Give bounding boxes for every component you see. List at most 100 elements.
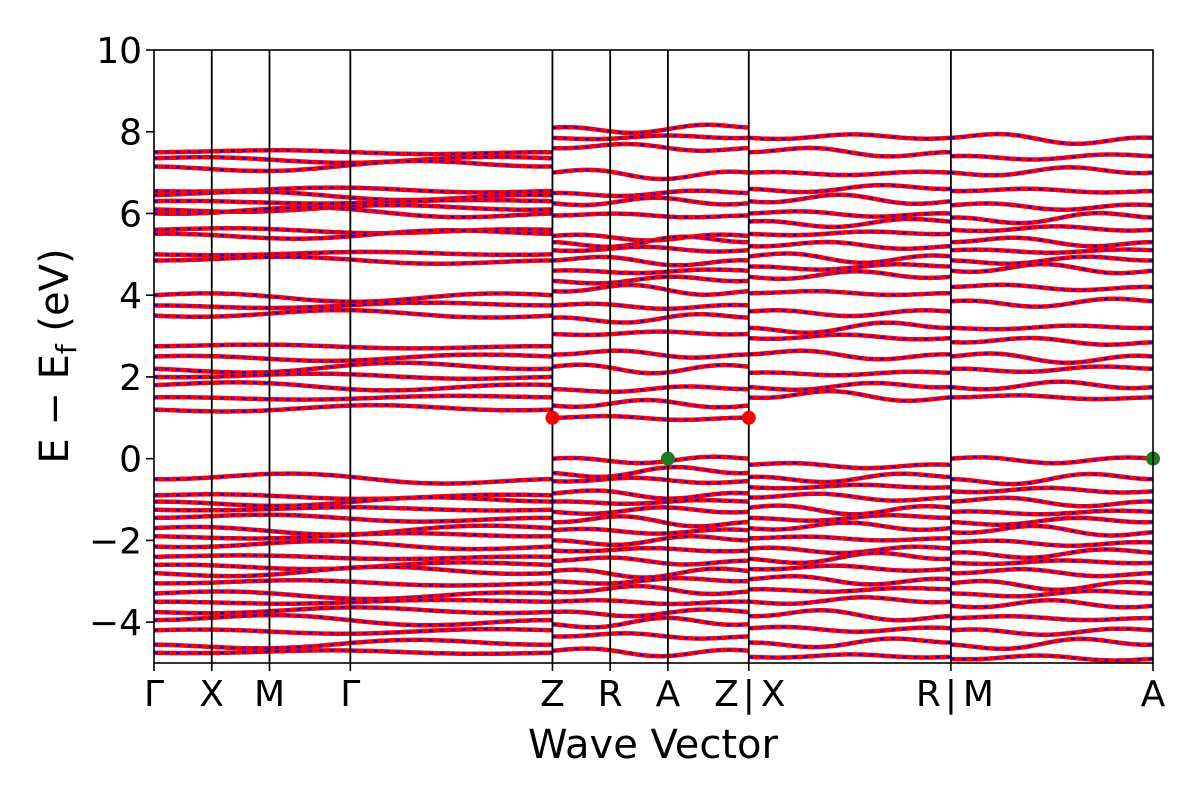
band-line-spin-down (950, 380, 1153, 391)
band-line-spin-down (154, 649, 553, 655)
band-line-spin-down (154, 565, 553, 578)
band-line-spin-down (552, 616, 749, 629)
band-line-spin-down (154, 394, 553, 401)
x-tick-label: Z (540, 674, 565, 715)
band-line-spin-down (950, 589, 1153, 598)
band-line-spin-down (154, 496, 553, 507)
band-line-spin-down (950, 539, 1153, 547)
band-line-spin-down (950, 615, 1153, 622)
band-line-spin-down (748, 462, 951, 470)
band-line-spin-down (950, 336, 1153, 346)
band-line-spin-down (154, 506, 553, 512)
band-line-spin-up (552, 282, 750, 297)
band-line-spin-down (748, 321, 951, 334)
band-line-spin-down (154, 301, 553, 310)
band-line-spin-down (950, 394, 1153, 401)
band-line-spin-up (552, 133, 749, 142)
y-axis-label-main: E − E (32, 354, 78, 464)
band-line-spin-down (748, 370, 951, 377)
band-line-spin-down (154, 493, 553, 500)
band-line-spin-down (748, 653, 951, 659)
band-line-spin-down (950, 559, 1153, 565)
x-tick-label: R (916, 674, 941, 715)
band-line-spin-down (950, 132, 1153, 145)
band-line-spin-down (950, 568, 1153, 578)
band-line-spin-up (552, 555, 749, 567)
band-line-spin-up (552, 514, 749, 529)
x-tick-label: M (963, 674, 994, 715)
band-line-spin-down (748, 210, 951, 218)
band-line-spin-up (552, 488, 749, 501)
band-line-spin-up (552, 384, 749, 395)
band-line-spin-down (950, 580, 1153, 591)
band-line-spin-down (748, 263, 951, 271)
x-axis-ticks: Γ X M Γ Z R A Z | X R | M A (144, 663, 1166, 715)
band-line-spin-down (950, 654, 1153, 662)
band-line-spin-down (748, 545, 951, 555)
band-line-spin-down (552, 168, 749, 181)
y-tick-label: 6 (119, 194, 142, 235)
band-line-spin-down (154, 590, 553, 601)
band-line-spin-down (748, 575, 951, 586)
band-line-spin-down (748, 193, 951, 205)
band-line-spin-down (950, 516, 1153, 526)
band-line-spin-down (154, 308, 553, 319)
band-line-spin-up (552, 497, 749, 507)
band-line-spin-down (950, 187, 1153, 194)
band-line-spin-down (154, 353, 553, 362)
band-line-spin-down (748, 133, 951, 140)
band-line-spin-down (748, 521, 951, 531)
band-line-spin-down (748, 270, 951, 280)
band-line-spin-down (748, 230, 951, 237)
band-line-spin-down (154, 149, 553, 156)
band-line-spin-up (552, 397, 750, 410)
band-line-spin-up (552, 545, 749, 554)
band-line-spin-down (154, 532, 553, 540)
band-line-spin-down (154, 554, 553, 561)
band-line-spin-down (154, 540, 553, 551)
band-line-spin-down (950, 153, 1153, 161)
band-line-spin-down (950, 637, 1153, 650)
band-line-spin-down (748, 309, 951, 318)
band-line-spin-down (950, 352, 1153, 364)
band-line-spin-down (950, 509, 1153, 516)
cbm-marker (741, 410, 756, 425)
band-line-spin-down (748, 609, 951, 622)
band-line-spin-down (748, 146, 951, 158)
y-tick-label: 0 (119, 440, 142, 481)
band-line-spin-down (748, 472, 951, 484)
x-tick-label: R (598, 674, 623, 715)
band-line-spin-down (154, 206, 553, 219)
band-line-spin-up (552, 141, 749, 154)
band-line-spin-up (552, 534, 749, 548)
band-line-spin-down (950, 225, 1153, 233)
band-line-spin-down (748, 637, 951, 649)
band-line-spin-down (154, 513, 553, 523)
band-line-spin-down (748, 184, 951, 194)
x-tick-label: X (761, 674, 786, 715)
band-line-spin-down (154, 229, 553, 240)
band-line-spin-down (950, 496, 1153, 508)
x-tick-label: A (656, 674, 681, 715)
band-line-spin-down (950, 486, 1153, 494)
band-line-spin-down (748, 333, 951, 341)
band-line-spin-down (748, 483, 951, 490)
band-line-spin-down (154, 255, 553, 265)
band-line-spin-down (748, 170, 951, 177)
band-line-spin-up (552, 646, 749, 659)
band-line-spin-down (950, 324, 1153, 331)
band-line-spin-up (552, 188, 749, 199)
band-line-spin-down (950, 248, 1153, 254)
band-line-spin-down (154, 472, 553, 485)
band-line-spin-down (950, 524, 1153, 537)
y-tick-label: 2 (119, 358, 142, 399)
band-line-spin-down (154, 159, 553, 173)
band-line-spin-down (154, 404, 553, 413)
y-axis-ticks: −4 −2 0 2 4 6 8 10 (89, 31, 154, 644)
y-axis-label: E − Ef (eV) (32, 248, 83, 463)
band-line-spin-down (748, 217, 951, 228)
band-line-spin-up (552, 311, 749, 325)
band-line-spin-down (154, 190, 553, 202)
band-line-spin-up (552, 454, 750, 466)
